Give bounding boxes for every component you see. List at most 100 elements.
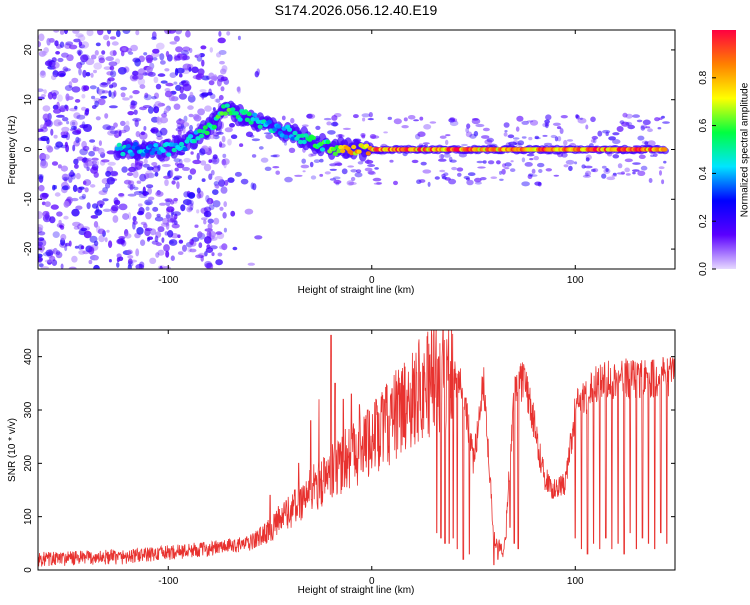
noise-blob: [203, 206, 212, 213]
noise-blob: [133, 186, 139, 191]
noise-blob: [153, 106, 160, 114]
ridge-core: [228, 111, 234, 116]
ridge-core: [292, 130, 298, 136]
noise-blob: [605, 131, 609, 136]
noise-blob: [218, 30, 222, 37]
noise-blob: [423, 124, 432, 130]
noise-blob: [236, 86, 241, 92]
noise-blob: [152, 48, 160, 54]
noise-blob: [72, 144, 76, 152]
noise-blob: [362, 117, 366, 122]
noise-blob: [237, 86, 242, 94]
noise-blob: [54, 40, 59, 47]
noise-blob: [181, 80, 189, 87]
ridge-core: [191, 139, 197, 144]
noise-blob: [82, 156, 88, 162]
noise-blob: [196, 209, 200, 214]
noise-blob: [526, 120, 534, 123]
noise-blob: [165, 82, 174, 87]
noise-blob: [332, 176, 341, 180]
noise-blob: [403, 117, 408, 122]
noise-blob: [146, 66, 153, 73]
noise-blob: [173, 54, 178, 62]
noise-blob: [189, 248, 197, 253]
noise-blob: [528, 136, 533, 141]
noise-blob: [155, 252, 160, 258]
noise-blob: [84, 112, 89, 117]
noise-blob: [205, 247, 214, 254]
noise-blob: [515, 126, 520, 132]
noise-blob: [153, 76, 159, 84]
noise-blob: [68, 171, 74, 175]
noise-blob: [120, 92, 126, 98]
noise-blob: [62, 66, 69, 73]
noise-blob: [577, 117, 587, 124]
noise-blob: [157, 249, 165, 256]
noise-blob: [190, 202, 194, 211]
noise-blob: [283, 141, 288, 146]
noise-blob: [142, 163, 150, 168]
ridge-core: [272, 127, 278, 132]
noise-blob: [592, 138, 597, 144]
noise-blob: [105, 170, 111, 177]
noise-blob: [427, 181, 431, 187]
snr-series-line: [38, 330, 675, 567]
noise-blob: [61, 134, 68, 139]
noise-blob: [188, 113, 194, 118]
noise-blob: [130, 162, 136, 169]
noise-blob: [118, 130, 122, 137]
noise-blob: [137, 77, 146, 86]
noise-blob: [198, 242, 203, 249]
noise-blob: [90, 54, 97, 60]
noise-blob: [58, 219, 62, 225]
noise-blob: [101, 159, 110, 163]
noise-blob: [126, 249, 133, 255]
noise-blob: [94, 50, 99, 56]
y-tick-label: 300: [23, 401, 34, 418]
noise-blob: [226, 31, 231, 36]
noise-blob: [204, 251, 208, 257]
noise-blob: [275, 170, 281, 175]
x-tick-label: -100: [158, 275, 178, 286]
ridge-core: [250, 117, 256, 122]
noise-blob: [367, 118, 374, 121]
noise-blob: [146, 57, 153, 64]
noise-blob: [147, 187, 153, 195]
noise-blob: [245, 131, 254, 138]
noise-blob: [38, 184, 45, 192]
noise-blob: [186, 199, 194, 207]
noise-blob: [108, 259, 112, 263]
noise-blob: [205, 195, 210, 203]
noise-blob: [152, 206, 159, 212]
noise-blob: [584, 165, 593, 169]
noise-blob: [585, 154, 592, 161]
ridge-core: [224, 103, 230, 108]
ridge-core: [340, 148, 346, 154]
noise-blob: [162, 217, 170, 225]
noise-blob: [330, 122, 339, 127]
noise-blob: [38, 33, 45, 42]
noise-blob: [53, 134, 58, 139]
noise-blob: [98, 57, 106, 64]
noise-blob: [77, 223, 84, 230]
noise-blob: [319, 173, 324, 177]
noise-blob: [71, 121, 76, 126]
noise-blob: [176, 67, 185, 74]
noise-blob: [176, 118, 185, 125]
ridge-core: [303, 133, 309, 138]
noise-blob: [52, 247, 58, 255]
noise-blob: [313, 159, 320, 164]
noise-blob: [61, 126, 70, 132]
noise-blob: [173, 197, 179, 202]
noise-blob: [155, 242, 162, 247]
noise-blob: [624, 167, 630, 173]
ridge-core: [125, 143, 131, 149]
noise-blob: [175, 46, 183, 53]
noise-blob: [654, 117, 660, 122]
noise-blob: [417, 131, 426, 137]
noise-blob: [207, 218, 214, 224]
noise-blob: [53, 119, 62, 127]
ridge-core: [290, 136, 296, 141]
noise-blob: [420, 161, 427, 166]
